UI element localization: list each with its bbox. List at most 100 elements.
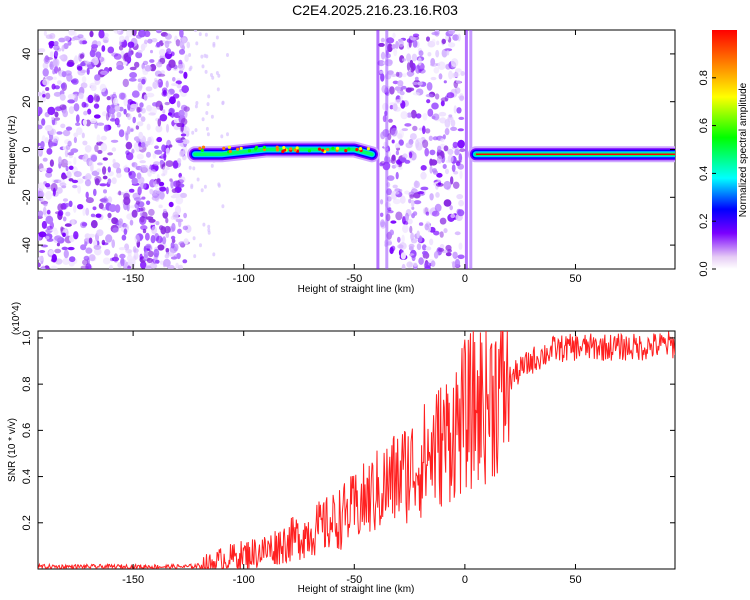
noise-blob — [87, 233, 96, 238]
snr-x-axis-label: Height of straight line (km) — [298, 584, 415, 595]
noise-blob — [47, 106, 56, 116]
noise-blob — [146, 200, 151, 206]
noise-blob — [123, 228, 128, 235]
noise-blob — [139, 182, 147, 189]
noise-blob — [440, 100, 445, 107]
noise-blob — [409, 133, 417, 140]
noise-blob — [427, 52, 432, 57]
noise-blob — [49, 141, 54, 148]
noise-blob — [449, 205, 454, 211]
noise-blob — [120, 257, 125, 267]
noise-blob — [66, 171, 72, 179]
noise-blob — [126, 125, 131, 135]
noise-blob — [175, 39, 181, 47]
noise-blob — [112, 162, 121, 169]
noise-blob — [173, 93, 180, 99]
noise-blob — [38, 146, 42, 155]
ridge-hotspot — [281, 149, 285, 154]
noise-blob — [408, 39, 412, 48]
noise-blob — [93, 103, 100, 109]
noise-blob — [436, 172, 443, 178]
noise-blob — [417, 57, 422, 66]
noise-blob — [67, 93, 76, 100]
noise-blob — [42, 206, 47, 215]
noise-blob — [203, 184, 207, 189]
noise-blob — [125, 249, 133, 254]
noise-blob — [397, 88, 402, 94]
noise-blob — [207, 224, 211, 229]
noise-blob — [148, 112, 156, 116]
noise-blob — [389, 105, 394, 110]
noise-blob — [392, 80, 399, 85]
ridge-hotspot — [222, 146, 226, 150]
ridge-hotspot — [326, 148, 330, 152]
noise-blob — [41, 118, 46, 126]
noise-blob — [164, 225, 171, 234]
noise-blob — [408, 198, 412, 204]
noise-blob — [139, 212, 143, 217]
noise-blob — [459, 170, 463, 179]
noise-blob — [104, 249, 111, 256]
noise-blob — [206, 102, 210, 107]
noise-blob — [422, 125, 426, 135]
noise-blob — [207, 230, 211, 235]
noise-blob — [76, 178, 84, 184]
noise-blob — [399, 195, 406, 204]
noise-blob — [156, 30, 162, 34]
noise-blob — [416, 230, 420, 239]
noise-blob — [163, 208, 167, 214]
noise-blob — [123, 61, 128, 65]
noise-blob — [205, 111, 209, 115]
noise-blob — [175, 180, 181, 188]
noise-blob — [85, 247, 93, 254]
noise-blob — [127, 258, 136, 267]
noise-blob — [112, 158, 116, 164]
noise-blob — [411, 199, 415, 208]
noise-blob — [189, 65, 193, 70]
noise-blob — [380, 37, 385, 43]
snr-y-multiplier: (x10^4) — [11, 302, 22, 335]
noise-blob — [198, 32, 202, 37]
noise-blob — [140, 225, 148, 231]
noise-blob — [62, 129, 71, 137]
ridge-hotspot — [201, 145, 206, 149]
ridge-hotspot — [198, 146, 202, 150]
noise-blob — [402, 73, 407, 78]
noise-blob — [127, 41, 135, 48]
noise-blob — [443, 228, 448, 234]
noise-blob — [406, 62, 411, 71]
noise-blob — [80, 82, 88, 89]
y-tick-label: 0.8 — [21, 376, 33, 391]
noise-blob — [114, 117, 120, 126]
noise-blob — [422, 244, 427, 251]
noise-blob — [109, 107, 116, 115]
x-tick-label: 0 — [462, 574, 468, 586]
noise-blob — [457, 209, 465, 217]
noise-blob — [458, 153, 463, 162]
noise-blob — [392, 32, 396, 38]
noise-blob — [150, 235, 156, 244]
noise-blob — [167, 91, 171, 100]
noise-blob — [73, 103, 80, 112]
noise-blob — [94, 74, 101, 81]
noise-blob — [161, 144, 167, 153]
noise-blob — [149, 188, 154, 195]
noise-blob — [444, 128, 450, 136]
noise-blob — [182, 156, 187, 161]
noise-blob — [418, 222, 424, 226]
noise-blob — [38, 231, 47, 238]
noise-blob — [136, 153, 144, 160]
noise-blob — [156, 61, 163, 68]
noise-blob — [79, 69, 87, 74]
x-tick-label: -150 — [122, 574, 144, 586]
noise-blob — [380, 199, 384, 205]
noise-blob — [164, 40, 170, 49]
noise-blob — [145, 86, 153, 92]
noise-blob — [157, 73, 166, 77]
ridge-hotspot — [321, 148, 325, 152]
noise-blob — [171, 222, 176, 232]
noise-blob — [152, 81, 159, 89]
noise-blob — [75, 122, 81, 126]
noise-blob — [441, 38, 446, 45]
noise-blob — [394, 188, 401, 193]
